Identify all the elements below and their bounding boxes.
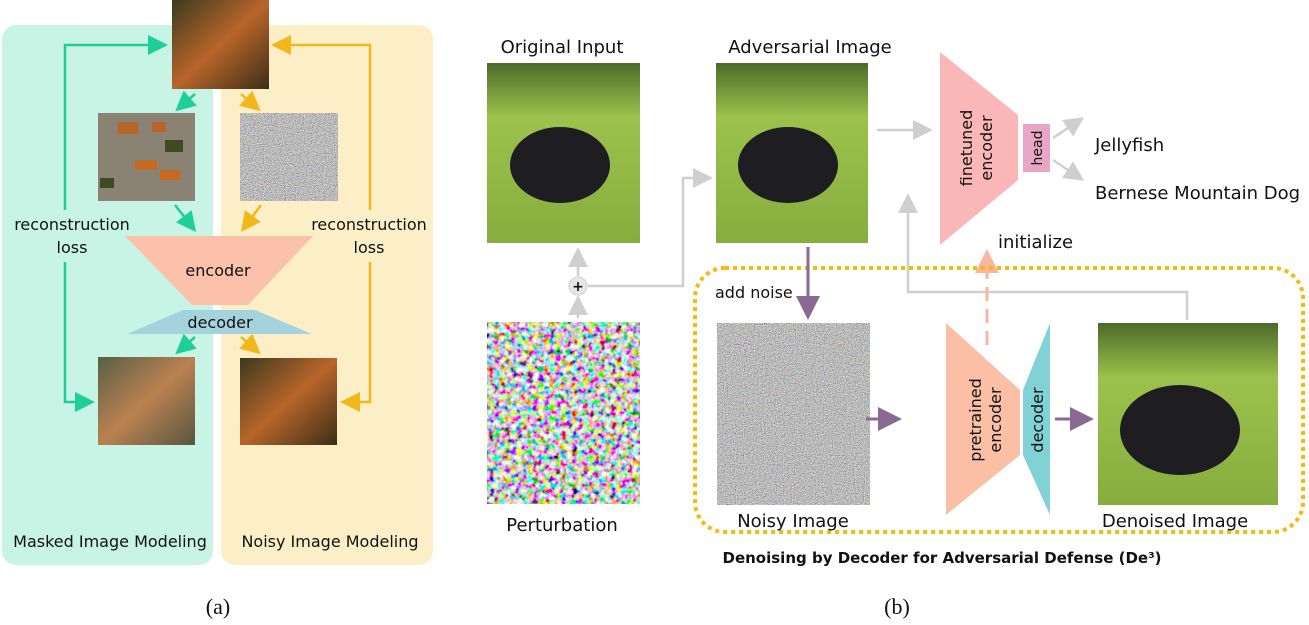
dog-shape: [510, 127, 610, 203]
noisy-dog-image: [717, 323, 870, 505]
head-block: [1023, 124, 1050, 172]
defense-box: [693, 266, 1305, 534]
add-noise-label: add noise: [715, 283, 793, 302]
decoder-label-b: decoder: [1028, 387, 1047, 453]
adversarial-image-label: Adversarial Image: [728, 37, 892, 58]
decoder-block: [127, 310, 312, 334]
perturbation-image: [487, 322, 640, 504]
noisy-image-label: Noisy Image: [737, 511, 849, 532]
decoder-label: decoder: [187, 313, 253, 332]
perturbation-label: Perturbation: [506, 515, 618, 536]
dog-shape: [1120, 385, 1240, 475]
nim-title: Noisy Image Modeling: [241, 532, 418, 551]
nim-loss-label-2: loss: [354, 238, 385, 257]
reconstructed-noisy-fox: [240, 358, 337, 445]
head-label: head: [1030, 131, 1046, 166]
nim-arrows: [239, 35, 372, 412]
noisy-fox-image: [240, 113, 338, 201]
initialize-label: initialize: [998, 232, 1073, 253]
denoised-image-label: Denoised Image: [1102, 511, 1248, 532]
pretrained-encoder-block: [946, 323, 1020, 515]
finetuned-label-1: finetuned: [957, 110, 976, 187]
masked-fox-image: [98, 113, 195, 201]
reconstructed-masked-fox: [98, 357, 195, 445]
original-input-label: Original Input: [501, 37, 624, 58]
finetuned-label-2: encoder: [977, 115, 996, 181]
mim-arrows: [63, 35, 197, 412]
defense-title: Denoising by Decoder for Adversarial Def…: [723, 549, 1162, 567]
plus-glyph: +: [572, 279, 584, 295]
pretrained-label-1: pretrained: [966, 378, 985, 461]
mim-loss-label-2: loss: [57, 238, 88, 257]
mim-title: Masked Image Modeling: [13, 532, 207, 551]
encoder-block: [125, 236, 313, 305]
nim-loss-label-1: reconstruction: [311, 215, 427, 234]
finetuned-encoder-block: [940, 52, 1018, 245]
fox-original-image: [172, 0, 269, 89]
output-jellyfish: Jellyfish: [1094, 135, 1164, 156]
gray-arrows: [568, 117, 1189, 320]
decoder-block-b: [1023, 323, 1050, 515]
pretrained-label-2: encoder: [986, 387, 1005, 453]
encoder-label: encoder: [185, 261, 251, 280]
caption-a: (a): [206, 594, 230, 619]
caption-b: (b): [884, 594, 910, 619]
dog-shape: [738, 127, 838, 203]
mim-loss-label-1: reconstruction: [14, 215, 130, 234]
output-bernese: Bernese Mountain Dog: [1095, 183, 1300, 204]
